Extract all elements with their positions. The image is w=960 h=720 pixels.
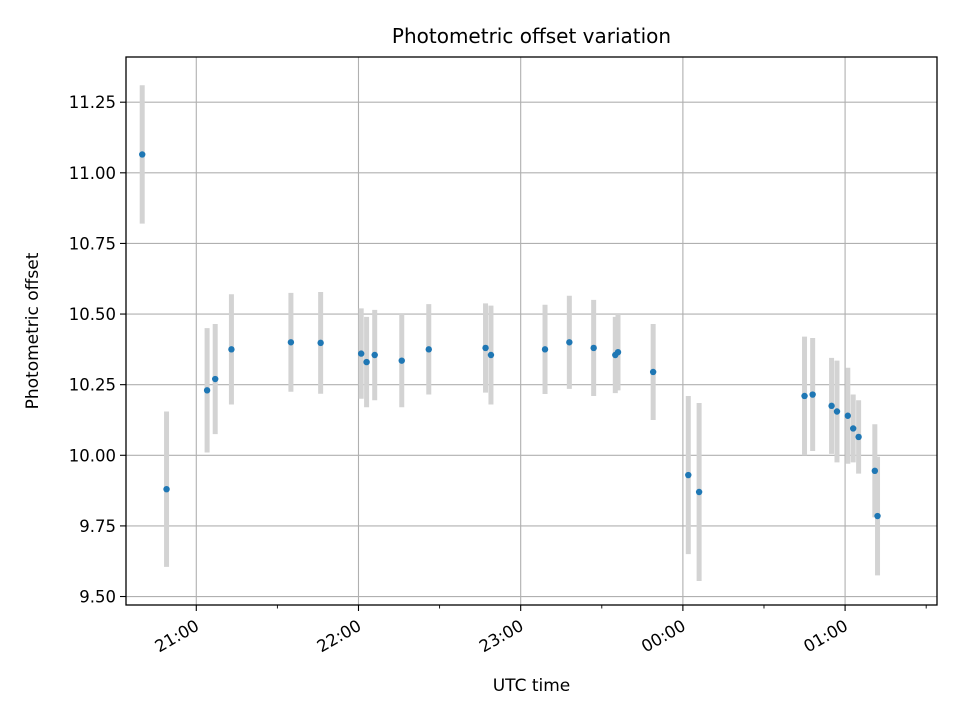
y-tick-label: 9.50 [79,588,116,607]
data-point [828,402,835,410]
data-point [139,151,146,158]
data-point [649,368,657,376]
data-point [398,357,405,364]
data-point [801,392,808,400]
data-point [874,512,881,520]
data-point [212,375,219,383]
y-tick-label: 9.75 [79,517,116,536]
data-point [590,344,597,352]
y-tick-label: 10.50 [69,305,116,324]
data-point [833,408,841,415]
data-point [363,358,370,366]
data-point [357,350,365,357]
y-axis-label: Photometric offset [23,252,43,409]
y-tick-label: 11.25 [69,93,116,112]
data-point [228,346,235,353]
data-point [163,485,170,493]
data-point [855,433,862,441]
data-point [844,412,851,419]
data-point [203,387,211,394]
data-points [139,151,881,520]
x-axis-label: UTC time [493,676,571,696]
y-tick-label: 10.00 [69,446,116,465]
data-point [541,346,549,353]
data-point [371,351,378,359]
data-point [614,348,622,356]
data-point [849,425,857,432]
y-tick-label: 10.75 [69,234,116,253]
data-point [425,346,432,353]
y-tick-label: 10.25 [69,376,116,395]
y-tick-label: 11.00 [69,164,116,183]
grid [126,57,937,605]
data-point [871,467,879,475]
data-point [685,471,692,479]
plot-frame [125,56,938,606]
data-point [482,344,489,352]
data-point [566,339,573,346]
data-point [695,488,703,496]
data-point [809,391,816,398]
y-axis: 9.50 9.75 10.00 10.25 10.50 10.75 11.00 11.25 [69,93,126,607]
data-point [317,339,324,347]
data-point [287,339,295,346]
chart-title: Photometric offset variation [392,24,671,48]
data-point [487,351,495,359]
